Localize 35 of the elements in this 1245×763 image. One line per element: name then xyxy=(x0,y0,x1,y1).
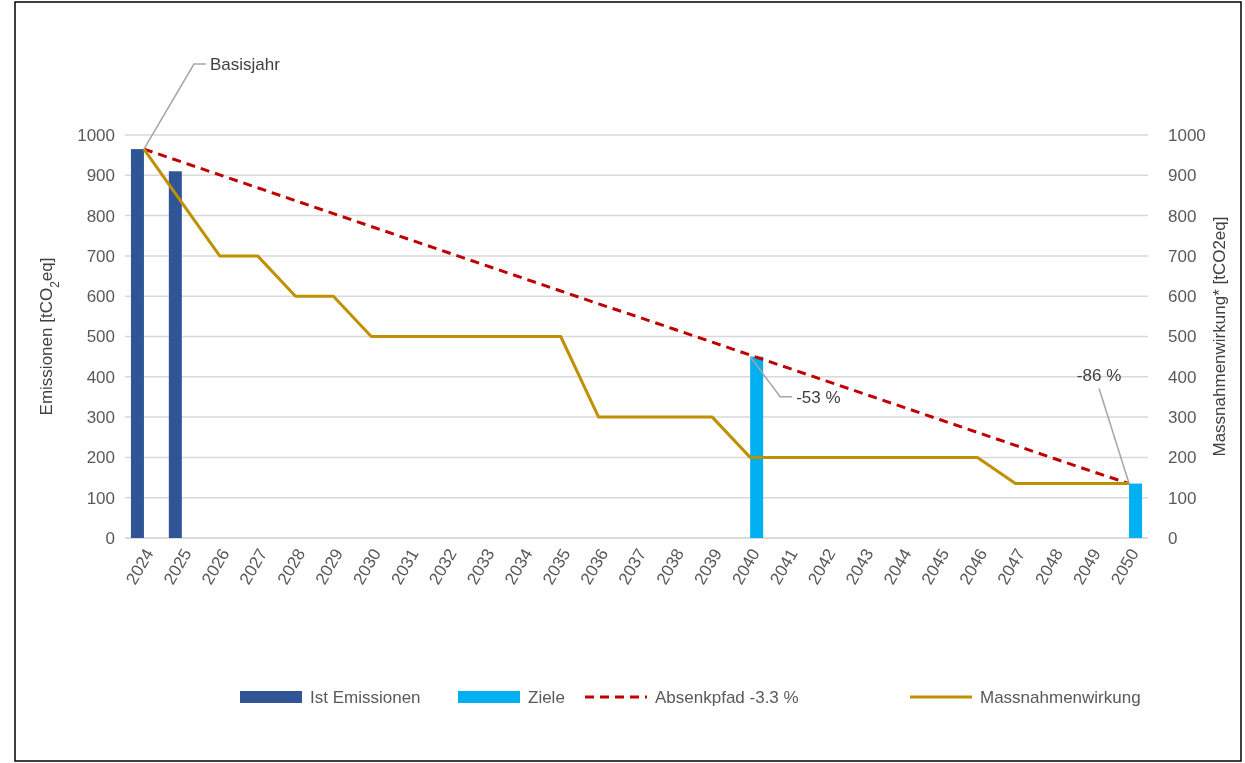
bar xyxy=(1129,483,1143,538)
annotation: -53 % xyxy=(796,387,841,407)
annotation: -86 % xyxy=(1076,365,1122,385)
y-tick-label: 500 xyxy=(86,327,115,347)
y2-tick-label: 100 xyxy=(1168,488,1197,508)
y-tick-label: 400 xyxy=(86,367,115,387)
y-tick-label: 900 xyxy=(86,166,115,186)
y2-tick-label: 500 xyxy=(1168,327,1197,347)
y2-tick-label: 200 xyxy=(1168,448,1197,468)
y2-tick-label: 0 xyxy=(1168,528,1178,548)
y-tick-label: 100 xyxy=(86,488,115,508)
y-tick-label: 700 xyxy=(86,246,115,266)
y-tick-label: 600 xyxy=(86,287,115,307)
legend-label: Ziele xyxy=(528,687,565,707)
y2-tick-label: 700 xyxy=(1168,246,1197,266)
y2-tick-label: 900 xyxy=(1168,166,1197,186)
legend-label: Absenkpfad -3.3 % xyxy=(655,687,799,707)
annotation: Basisjahr xyxy=(209,55,281,75)
y-tick-label: 300 xyxy=(86,408,115,428)
y-tick-label: 0 xyxy=(105,528,115,548)
bar xyxy=(130,149,144,538)
y2-tick-label: 600 xyxy=(1168,287,1197,307)
y2-tick-label: 400 xyxy=(1168,367,1197,387)
y-tick-label: 800 xyxy=(86,206,115,226)
y2-tick-label: 800 xyxy=(1168,206,1197,226)
bar xyxy=(750,356,764,538)
legend-label: Massnahmenwirkung xyxy=(980,687,1141,707)
y-tick-label: 1000 xyxy=(77,125,115,145)
y-tick-label: 200 xyxy=(86,448,115,468)
y2-tick-label: 1000 xyxy=(1168,125,1206,145)
y2-tick-label: 300 xyxy=(1168,408,1197,428)
line-series xyxy=(142,147,1131,486)
legend-label: Ist Emissionen xyxy=(310,687,421,707)
y2-axis-title: Massnahmenwirkung* [tCO2eq] xyxy=(1210,216,1229,457)
bar xyxy=(168,171,182,538)
